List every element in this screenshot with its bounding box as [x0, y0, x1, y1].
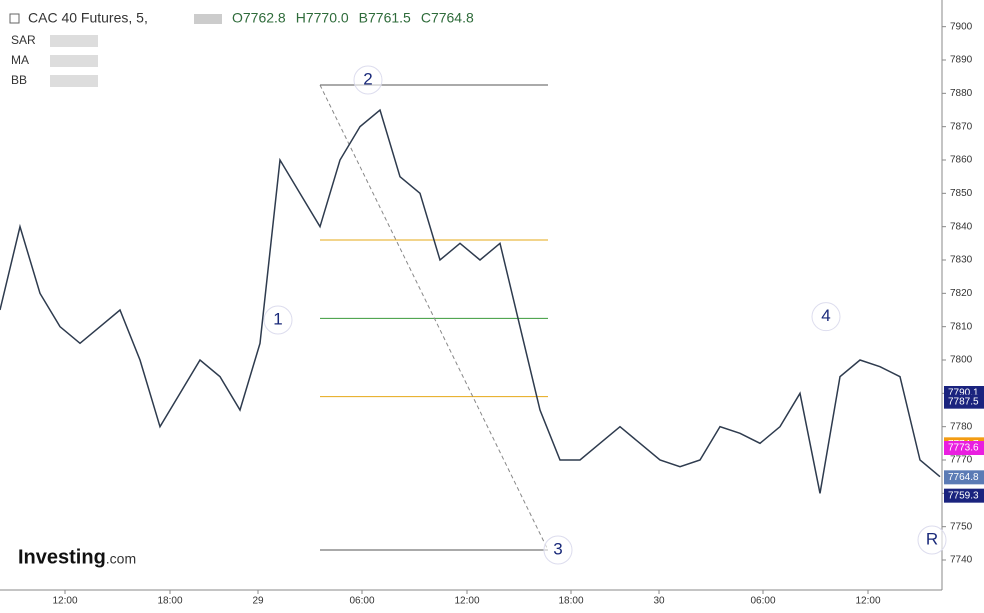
collapse-icon[interactable]: [9, 13, 20, 24]
annotation-circle: [811, 302, 841, 332]
y-tick-label: 7900: [950, 21, 973, 32]
y-tick-label: 7870: [950, 121, 973, 132]
price-tag: [944, 488, 984, 503]
quote-value: C7764.8: [421, 10, 474, 26]
annotation-circle: [543, 535, 573, 565]
logo-suffix: .com: [106, 551, 136, 567]
price-tag-label: 7790.1: [948, 388, 979, 399]
y-tick-label: 7840: [950, 221, 973, 232]
annotation-label: 4: [821, 306, 830, 325]
y-tick-label: 7810: [950, 321, 973, 332]
y-tick-label: 7830: [950, 255, 973, 266]
y-tick-label: 7740: [950, 555, 973, 566]
x-tick-label: 12:00: [454, 596, 479, 607]
y-tick-label: 7800: [950, 355, 973, 366]
y-tick-label: 7850: [950, 188, 973, 199]
indicator-name: BB: [11, 73, 27, 87]
y-tick-label: 7770: [950, 455, 973, 466]
y-tick-label: 7750: [950, 521, 973, 532]
y-tick-label: 7880: [950, 88, 973, 99]
annotation-label: R: [926, 529, 938, 548]
quote-value: H7770.0: [296, 10, 349, 26]
annotation-circle: [353, 65, 383, 95]
x-tick-label: 06:00: [750, 596, 775, 607]
annotation-label: 2: [363, 69, 372, 88]
settings-icon[interactable]: [194, 14, 222, 24]
y-tick-label: 7820: [950, 288, 973, 299]
indicator-controls[interactable]: [50, 55, 98, 67]
y-tick-label: 7890: [950, 55, 973, 66]
quote-value: O7762.8: [232, 10, 286, 26]
indicator-controls[interactable]: [50, 75, 98, 87]
annotation-label: 3: [553, 539, 562, 558]
x-tick-label: 29: [252, 596, 264, 607]
indicator-controls[interactable]: [50, 35, 98, 47]
x-tick-label: 12:00: [52, 596, 77, 607]
price-tag-label: 7773.6: [948, 443, 979, 454]
price-tag: [944, 394, 984, 409]
x-tick-label: 06:00: [349, 596, 374, 607]
annotation-circle: [917, 525, 947, 555]
indicator-name: SAR: [11, 33, 36, 47]
x-tick-label: 12:00: [855, 596, 880, 607]
logo: Investing: [18, 546, 106, 568]
annotation-label: 1: [273, 309, 282, 328]
y-tick-label: 7860: [950, 155, 973, 166]
y-tick-label: 7780: [950, 421, 973, 432]
price-tag-label: 7759.3: [948, 490, 979, 501]
price-tag: [944, 441, 984, 455]
price-line: [0, 108, 941, 494]
chart-title: CAC 40 Futures, 5,: [28, 10, 148, 26]
annotation-circle: [263, 305, 293, 335]
price-tag: [944, 470, 984, 485]
x-tick-label: 18:00: [558, 596, 583, 607]
x-tick-label: 30: [653, 596, 665, 607]
x-tick-label: 18:00: [157, 596, 182, 607]
quote-value: B7761.5: [359, 10, 411, 26]
price-tag-label: 7764.8: [948, 472, 979, 483]
price-tag-label: 7787.5: [948, 396, 979, 407]
trend-line: [319, 84, 549, 551]
indicator-name: MA: [11, 53, 29, 67]
